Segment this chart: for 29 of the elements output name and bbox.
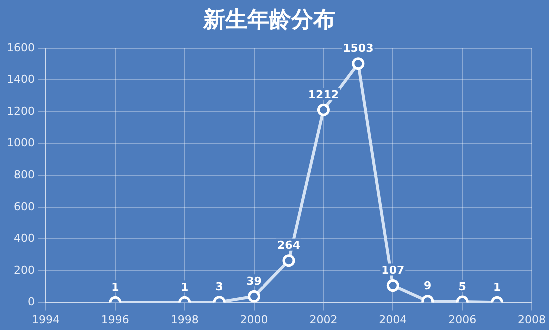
- y-tick-label: 0: [28, 296, 35, 309]
- data-label: 5: [458, 280, 466, 294]
- x-tick-label: 2004: [379, 313, 408, 326]
- y-tick-label: 800: [14, 168, 35, 182]
- data-label: 1: [493, 281, 502, 294]
- y-tick-label: 1600: [6, 41, 35, 54]
- x-tick-label: 1998: [170, 313, 199, 326]
- x-tick-label: 2000: [240, 313, 268, 326]
- y-tick-label: 600: [14, 200, 35, 214]
- y-tick-label: 1400: [6, 73, 35, 86]
- data-label: 1: [112, 281, 120, 294]
- x-tick-label: 1996: [101, 313, 130, 326]
- chart-title: 新生年龄分布: [202, 6, 336, 33]
- x-tick-label: 2002: [310, 313, 338, 326]
- y-tick-label: 200: [14, 264, 35, 277]
- y-tick-label: 1000: [6, 136, 35, 150]
- data-label: 9: [424, 280, 432, 293]
- data-label: 1212: [308, 88, 340, 102]
- y-tick-label: 1200: [6, 104, 35, 118]
- data-label: 264: [278, 239, 301, 252]
- y-tick-label: 400: [14, 232, 35, 246]
- data-label: 1: [181, 281, 189, 294]
- data-label: 107: [382, 264, 405, 278]
- x-tick-label: 2008: [518, 313, 546, 326]
- data-label: 39: [246, 274, 262, 288]
- data-label: 3: [216, 280, 224, 294]
- x-tick-label: 1994: [32, 313, 60, 326]
- data-label: 1503: [343, 42, 374, 56]
- x-tick-label: 2006: [448, 313, 477, 326]
